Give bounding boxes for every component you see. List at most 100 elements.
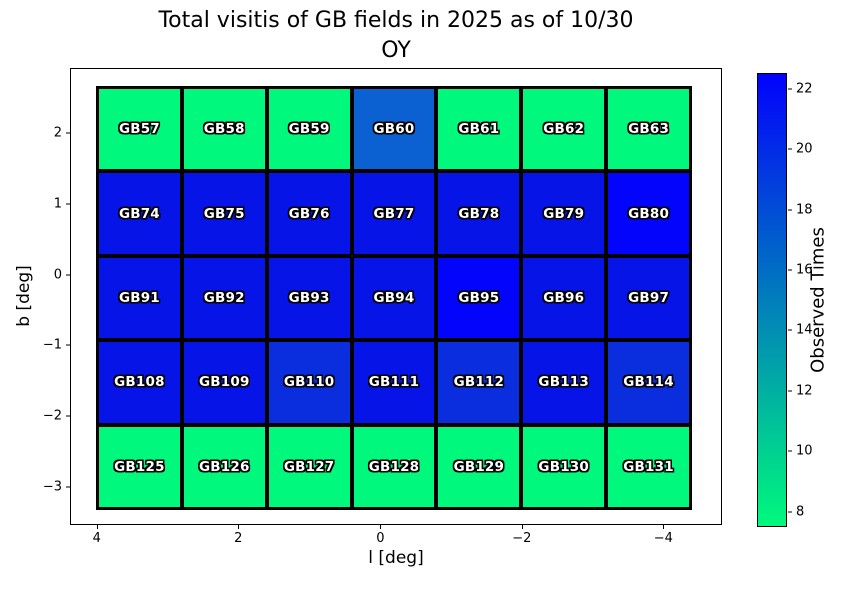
heatmap-cell-label: GB61 <box>458 121 500 138</box>
colorbar-tick-16-label: 16 <box>796 262 813 278</box>
colorbar-tick-20-label: 20 <box>796 141 813 157</box>
x-tick-−2-mark <box>521 525 523 529</box>
heatmap-cell-GB113: GB113 <box>521 340 607 425</box>
x-tick-−4-label: −4 <box>653 531 673 546</box>
heatmap-cell-GB57: GB57 <box>97 87 182 172</box>
heatmap-cell-GB58: GB58 <box>181 87 267 172</box>
x-tick-4-mark <box>96 525 98 529</box>
heatmap-cell-GB62: GB62 <box>521 87 607 172</box>
colorbar-tick-16-mark <box>788 269 792 271</box>
colorbar-tick-8-mark <box>788 511 792 513</box>
heatmap-cell-label: GB62 <box>543 121 585 138</box>
colorbar-tick-12-mark <box>788 390 792 392</box>
heatmap-cell-GB112: GB112 <box>436 340 522 425</box>
heatmap-cell-GB108: GB108 <box>97 340 182 425</box>
heatmap-cell-label: GB75 <box>203 205 245 222</box>
heatmap-cell-label: GB131 <box>623 458 674 475</box>
heatmap-cell-label: GB76 <box>288 205 330 222</box>
heatmap-grid: GB57 GB58 GB59 GB60 GB61 GB62 GB63 GB74 GB75 GB76… <box>96 86 692 510</box>
heatmap-cell-label: GB109 <box>198 374 250 391</box>
heatmap-cell-GB131: GB131 <box>606 424 691 509</box>
heatmap-cell-GB97: GB97 <box>606 255 691 341</box>
heatmap-cell-label: GB60 <box>373 121 415 138</box>
heatmap-cell-label: GB96 <box>543 289 585 306</box>
heatmap-cell-GB128: GB128 <box>351 424 437 509</box>
heatmap-cell-GB63: GB63 <box>606 87 691 172</box>
heatmap-cell-GB109: GB109 <box>181 340 267 425</box>
heatmap-cell-label: GB80 <box>628 205 670 222</box>
heatmap-cell-label: GB111 <box>368 374 420 391</box>
y-tick-−3-label: −3 <box>42 479 62 495</box>
heatmap-cell-GB110: GB110 <box>266 340 352 425</box>
heatmap-cell-label: GB128 <box>368 458 420 475</box>
heatmap-cell-GB60: GB60 <box>351 87 437 172</box>
heatmap-cell-label: GB110 <box>283 374 335 391</box>
heatmap-cell-label: GB63 <box>628 121 670 138</box>
heatmap-cell-label: GB91 <box>118 289 160 306</box>
heatmap-cell-label: GB78 <box>458 205 500 222</box>
heatmap-cell-label: GB79 <box>543 205 585 222</box>
x-tick-−4-mark <box>663 525 665 529</box>
y-tick-0-label: 0 <box>53 267 62 283</box>
heatmap-cell-GB130: GB130 <box>521 424 607 509</box>
heatmap-cell-GB94: GB94 <box>351 255 437 341</box>
colorbar-tick-18-label: 18 <box>796 202 813 218</box>
colorbar-tick-10-label: 10 <box>796 443 813 459</box>
plot-area: GB57 GB58 GB59 GB60 GB61 GB62 GB63 GB74 GB75 GB76… <box>70 68 722 525</box>
heatmap-cell-label: GB94 <box>373 289 415 306</box>
y-tick-2-label: 2 <box>53 125 62 141</box>
heatmap-cell-label: GB126 <box>198 458 250 475</box>
colorbar-tick-10-mark <box>788 450 792 452</box>
heatmap-cell-GB61: GB61 <box>436 87 522 172</box>
heatmap-cell-GB59: GB59 <box>266 87 352 172</box>
chart-title-line1: Total visitis of GB fields in 2025 as of… <box>158 8 634 33</box>
colorbar-tick-14-label: 14 <box>796 322 813 338</box>
heatmap-cell-GB75: GB75 <box>181 171 267 256</box>
x-tick-0-label: 0 <box>376 531 385 546</box>
colorbar-tick-22-mark <box>788 88 792 90</box>
heatmap-cell-GB111: GB111 <box>351 340 437 425</box>
heatmap-cell-GB125: GB125 <box>97 424 182 509</box>
heatmap-cell-GB91: GB91 <box>97 255 182 341</box>
y-tick-0-mark <box>66 274 70 276</box>
heatmap-cell-label: GB127 <box>283 458 335 475</box>
heatmap-cell-label: GB92 <box>203 289 245 306</box>
y-tick-−3-mark <box>66 486 70 488</box>
heatmap-cell-label: GB59 <box>288 121 330 138</box>
heatmap-cell-label: GB57 <box>118 121 160 138</box>
heatmap-cell-GB93: GB93 <box>266 255 352 341</box>
colorbar <box>757 73 787 527</box>
colorbar-tick-12-label: 12 <box>796 383 813 399</box>
x-axis-label: l [deg] <box>368 548 424 568</box>
heatmap-cell-GB80: GB80 <box>606 171 691 256</box>
heatmap-cell-GB77: GB77 <box>351 171 437 256</box>
heatmap-cell-label: GB58 <box>203 121 245 138</box>
heatmap-cell-GB74: GB74 <box>97 171 182 256</box>
heatmap-cell-label: GB125 <box>114 458 165 475</box>
heatmap-cell-label: GB112 <box>453 374 505 391</box>
heatmap-cell-GB79: GB79 <box>521 171 607 256</box>
colorbar-tick-8-label: 8 <box>796 504 805 520</box>
colorbar-tick-22-label: 22 <box>796 81 813 97</box>
heatmap-cell-label: GB129 <box>453 458 505 475</box>
y-tick-−1-label: −1 <box>42 337 62 353</box>
heatmap-cell-label: GB113 <box>538 374 589 391</box>
heatmap-cell-GB76: GB76 <box>266 171 352 256</box>
heatmap-cell-label: GB77 <box>373 205 415 222</box>
y-tick-−2-label: −2 <box>42 408 62 424</box>
heatmap-cell-GB127: GB127 <box>266 424 352 509</box>
colorbar-tick-20-mark <box>788 148 792 150</box>
y-tick-−2-mark <box>66 415 70 417</box>
y-axis-label: b [deg] <box>14 265 34 327</box>
x-tick-2-mark <box>238 525 240 529</box>
y-tick-1-mark <box>66 203 70 205</box>
heatmap-cell-GB114: GB114 <box>606 340 691 425</box>
y-tick-1-label: 1 <box>53 196 62 212</box>
chart-title: Total visitis of GB fields in 2025 as of… <box>70 6 722 67</box>
heatmap-cell-label: GB114 <box>623 374 674 391</box>
x-tick-−2-label: −2 <box>512 531 532 546</box>
y-tick-−1-mark <box>66 344 70 346</box>
heatmap-cell-label: GB74 <box>118 205 160 222</box>
heatmap-cell-label: GB130 <box>538 458 589 475</box>
